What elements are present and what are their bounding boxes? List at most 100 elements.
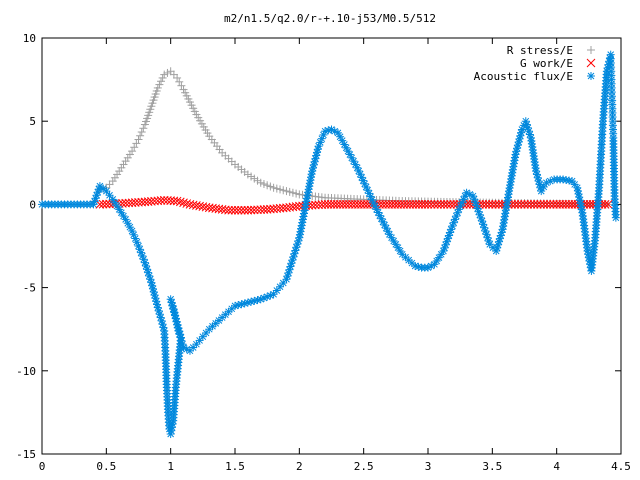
chart-marks [38,50,620,439]
data-point [478,200,488,209]
data-point [381,200,390,209]
data-point [439,200,449,209]
data-point [520,200,529,209]
y-tick-label: 0 [29,198,36,211]
y-tick-label: -10 [16,365,36,378]
data-point [276,185,285,194]
data-point [390,200,400,209]
data-point [552,200,562,209]
y-tick-label: -15 [16,448,36,461]
data-point [105,180,114,189]
data-point [442,200,452,209]
data-point [272,184,281,193]
data-point [282,275,291,284]
x-tick-label: 1.5 [225,460,245,473]
data-point [288,188,297,197]
data-point [132,139,141,148]
data-point [102,187,111,196]
data-point [326,200,336,209]
data-point [269,183,278,192]
data-point [570,200,580,209]
data-point [465,190,474,199]
data-point [399,200,409,209]
data-point [611,213,620,222]
data-point [427,261,436,270]
data-point [536,200,545,209]
data-point [155,80,164,89]
data-point [330,127,339,136]
data-point [329,200,339,209]
data-point [523,200,533,209]
x-tick-label: 2.5 [354,460,374,473]
axes: 0 0.5 1 1.5 2 2.5 3 3.5 4 4.5 10 5 0 -5 -10 -15 [16,32,631,473]
data-point [110,173,119,182]
data-point [237,205,246,215]
data-point [558,200,568,209]
data-point [139,124,148,133]
data-point [349,157,358,166]
legend-label: Acoustic flux/E [474,70,573,83]
data-point [156,196,166,205]
data-point [454,205,463,214]
data-point [533,200,542,209]
data-point [175,197,185,207]
data-point [153,83,162,92]
data-point [408,200,418,209]
legend-marker [587,46,595,54]
data-point [246,205,256,215]
data-point [292,189,301,198]
data-point [356,170,365,179]
data-point [256,178,265,187]
data-point [323,200,333,209]
data-point [426,200,436,209]
series-2 [38,50,620,439]
data-point [169,70,178,79]
data-point [113,170,122,179]
data-point [529,200,539,209]
data-point [564,200,574,209]
data-point [396,200,406,209]
data-point [434,253,443,262]
data-point [417,200,427,209]
data-point [128,147,137,156]
data-point [243,170,252,179]
data-point [256,205,266,215]
data-point [545,200,555,209]
y-tick-label: -5 [23,282,36,295]
data-point [177,81,186,90]
x-tick-label: 3 [425,460,432,473]
data-point [549,200,558,209]
x-tick-label: 1 [167,460,174,473]
data-point [282,187,291,196]
data-point [332,200,342,209]
chart-title: m2/n1.5/q2.0/r-+.10-j53/M0.5/512 [224,12,436,25]
data-point [173,73,182,82]
data-point [347,200,357,209]
data-point [243,205,253,215]
data-point [285,187,294,196]
data-point [396,246,405,255]
data-point [603,200,613,209]
data-point [130,143,139,152]
data-point [378,200,387,209]
data-point [157,77,166,86]
data-point [136,131,145,140]
data-point [484,200,494,209]
data-point [250,174,259,183]
data-point [513,200,523,209]
data-point [333,128,342,137]
data-point [134,135,143,144]
data-point [344,200,354,209]
data-point [335,200,345,209]
data-point [423,200,433,209]
data-point [420,200,430,209]
data-point [357,200,366,209]
x-tick-label: 3.5 [482,460,502,473]
data-point [259,180,268,189]
data-point [263,181,272,190]
data-point [354,200,363,209]
data-point [568,177,577,186]
data-point [163,68,172,77]
